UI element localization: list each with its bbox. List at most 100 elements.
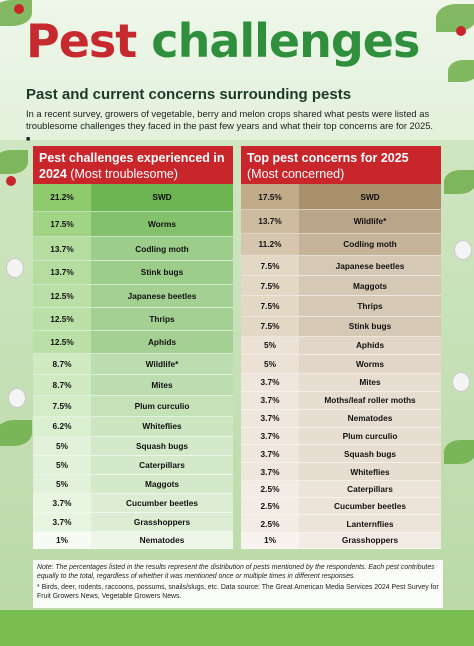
row-pest-name: Aphids bbox=[147, 336, 177, 347]
row-pest-name: Worms bbox=[148, 218, 176, 229]
row-percent: 3.7% bbox=[241, 463, 299, 481]
table-row: 7.5% Stink bugs bbox=[241, 316, 441, 337]
row-pest-name: SWD bbox=[152, 192, 172, 203]
leaf-decoration bbox=[436, 4, 474, 32]
row-percent: 5% bbox=[33, 436, 91, 455]
row-percent: 11.2% bbox=[241, 233, 299, 256]
table-2024-rows: 21.2% SWD 17.5% Worms 13.7% Codling moth 13.7%… bbox=[33, 184, 233, 549]
row-pest-name: Caterpillars bbox=[347, 484, 393, 495]
row-percent: 17.5% bbox=[33, 211, 91, 237]
table-row: 17.5% Worms bbox=[33, 211, 233, 238]
table-row: 3.7% Mites bbox=[241, 373, 441, 392]
row-pest-name: Japanese beetles bbox=[127, 290, 197, 301]
row-pest-name: Nematodes bbox=[347, 413, 393, 424]
row-pest-name: Aphids bbox=[355, 340, 385, 351]
table-row: 8.7% Wildlife* bbox=[33, 353, 233, 376]
table-row: 1% Grasshoppers bbox=[241, 532, 441, 549]
row-pest-name: Codling moth bbox=[135, 243, 189, 254]
table-2025-subtitle: (Most concerned) bbox=[247, 167, 345, 181]
bug-icon bbox=[8, 388, 26, 408]
table-row: 3.7% Whiteflies bbox=[241, 463, 441, 482]
table-row: 3.7% Plum curculio bbox=[241, 427, 441, 446]
table-row: 2.5% Lanternflies bbox=[241, 515, 441, 533]
row-percent: 2.5% bbox=[241, 481, 299, 498]
title-word-challenges: challenges bbox=[151, 14, 420, 68]
table-2025: Top pest concerns for 2025 (Most concern… bbox=[241, 146, 441, 549]
row-percent: 13.7% bbox=[241, 210, 299, 233]
table-row: 17.5% SWD bbox=[241, 184, 441, 211]
row-pest-name: Thrips bbox=[357, 300, 383, 311]
row-pest-name: Stink bugs bbox=[140, 267, 184, 278]
row-percent: 5% bbox=[33, 475, 91, 494]
row-percent: 7.5% bbox=[241, 256, 299, 276]
row-percent: 1% bbox=[241, 532, 299, 548]
row-pest-name: Codling moth bbox=[343, 239, 397, 250]
page-title: Pest challenges bbox=[26, 18, 420, 64]
intro-body: In a recent survey, growers of vegetable… bbox=[26, 108, 434, 131]
row-pest-name: Caterpillars bbox=[139, 460, 185, 471]
row-pest-name: Wildlife* bbox=[353, 216, 387, 227]
berry-decoration bbox=[6, 176, 16, 186]
table-row: 11.2% Codling moth bbox=[241, 233, 441, 257]
table-2025-rows: 17.5% SWD 13.7% Wildlife* 11.2% Codling moth 7… bbox=[241, 184, 441, 549]
row-percent: 12.5% bbox=[33, 284, 91, 307]
table-2025-title: Top pest concerns for 2025 bbox=[247, 151, 409, 165]
row-percent: 8.7% bbox=[33, 375, 91, 396]
leaf-decoration bbox=[444, 170, 474, 194]
row-percent: 3.7% bbox=[33, 494, 91, 513]
table-row: 7.5% Plum curculio bbox=[33, 396, 233, 417]
row-pest-name: Squash bugs bbox=[343, 448, 397, 459]
row-percent: 2.5% bbox=[241, 498, 299, 515]
row-pest-name: Moths/leaf roller moths bbox=[324, 395, 416, 406]
table-row: 6.2% Whiteflies bbox=[33, 416, 233, 437]
table-row: 1% Nematodes bbox=[33, 531, 233, 549]
row-percent: 8.7% bbox=[33, 353, 91, 375]
table-2025-header: Top pest concerns for 2025 (Most concern… bbox=[241, 146, 441, 184]
row-percent: 12.5% bbox=[33, 307, 91, 330]
table-row: 12.5% Aphids bbox=[33, 330, 233, 354]
row-percent: 7.5% bbox=[241, 296, 299, 316]
page-subtitle: Past and current concerns surrounding pe… bbox=[26, 86, 352, 103]
table-row: 12.5% Thrips bbox=[33, 307, 233, 331]
row-pest-name: Maggots bbox=[352, 280, 388, 291]
table-row: 13.7% Codling moth bbox=[33, 237, 233, 261]
row-pest-name: Thrips bbox=[149, 313, 175, 324]
row-percent: 2.5% bbox=[241, 515, 299, 532]
row-pest-name: Squash bugs bbox=[135, 440, 189, 451]
table-2024-subtitle: (Most troublesome) bbox=[70, 167, 178, 181]
table-2024-title: Pest challenges experienced in 2024 bbox=[39, 151, 225, 181]
end-mark: ■ bbox=[26, 136, 31, 143]
row-percent: 1% bbox=[33, 531, 91, 548]
table-row: 5% Aphids bbox=[241, 336, 441, 356]
row-pest-name: Lanternflies bbox=[346, 518, 394, 529]
intro-text: In a recent survey, growers of vegetable… bbox=[26, 108, 436, 146]
footnote: Note: The percentages listed in the resu… bbox=[33, 560, 443, 608]
row-pest-name: SWD bbox=[360, 191, 380, 202]
table-row: 3.7% Grasshoppers bbox=[33, 513, 233, 532]
row-pest-name: Worms bbox=[356, 359, 384, 370]
row-pest-name: Cucumber beetles bbox=[126, 498, 198, 509]
table-row: 3.7% Moths/leaf roller moths bbox=[241, 391, 441, 410]
row-pest-name: Mites bbox=[359, 377, 381, 388]
row-pest-name: Grasshoppers bbox=[341, 535, 399, 546]
row-pest-name: Stink bugs bbox=[348, 321, 392, 332]
row-percent: 13.7% bbox=[33, 237, 91, 260]
row-percent: 7.5% bbox=[241, 316, 299, 336]
table-row: 8.7% Mites bbox=[33, 375, 233, 397]
row-percent: 17.5% bbox=[241, 184, 299, 210]
row-percent: 5% bbox=[33, 455, 91, 475]
table-row: 12.5% Japanese beetles bbox=[33, 284, 233, 308]
row-pest-name: Mites bbox=[151, 380, 173, 391]
table-row: 3.7% Squash bugs bbox=[241, 445, 441, 464]
table-2024: Pest challenges experienced in 2024 (Mos… bbox=[33, 146, 233, 549]
row-percent: 7.5% bbox=[241, 276, 299, 296]
row-percent: 13.7% bbox=[33, 260, 91, 284]
table-2024-header: Pest challenges experienced in 2024 (Mos… bbox=[33, 146, 233, 184]
bug-icon bbox=[452, 372, 470, 392]
grass-decoration bbox=[0, 610, 474, 646]
row-pest-name: Cucumber beetles bbox=[334, 501, 406, 512]
row-percent: 3.7% bbox=[241, 409, 299, 427]
row-percent: 3.7% bbox=[241, 427, 299, 445]
footnote-note: Note: The percentages listed in the resu… bbox=[37, 564, 435, 580]
row-pest-name: Whiteflies bbox=[142, 421, 182, 432]
